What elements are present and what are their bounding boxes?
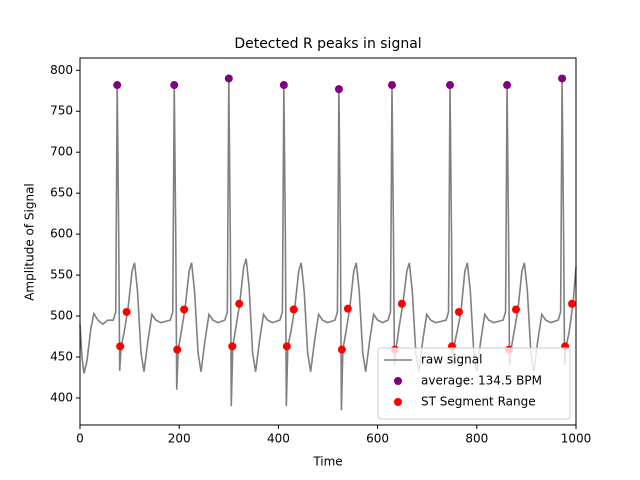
y-tick-label: 450 [50,350,73,364]
chart-title: Detected R peaks in signal [234,36,421,52]
y-tick-label: 500 [50,309,73,323]
x-axis-label: Time [312,455,342,469]
legend-swatch [394,377,402,385]
x-tick-label: 0 [76,432,84,446]
y-tick-label: 600 [50,227,73,241]
scatter-point [235,299,244,308]
scatter-point [116,342,125,351]
scatter-point [511,305,520,314]
x-tick-label: 1000 [561,432,592,446]
legend-box [377,347,571,420]
scatter-point [343,304,352,313]
y-tick-label: 800 [50,63,73,77]
plot-area [79,74,577,411]
scatter-point [180,305,189,314]
y-tick-label: 550 [50,268,73,282]
axes-frame [79,57,577,426]
y-tick-label: 650 [50,186,73,200]
x-tick-label: 400 [267,432,290,446]
scatter-point [454,307,463,316]
signal-line [79,78,577,411]
legend: raw signal average: 134.5 BPM ST Segment R… [377,347,571,420]
scatter-point [503,81,512,90]
legend-label: ST Segment Range [421,395,536,409]
x-tick-label: 200 [168,432,191,446]
scatter-point [228,342,237,351]
scatter-point [279,81,288,90]
y-tick-label: 700 [50,145,73,159]
legend-swatch [394,398,402,406]
scatter-point [170,81,179,90]
x-tick-label: 800 [465,432,488,446]
y-axis-label: Amplitude of Signal [23,183,37,301]
scatter-point [397,299,406,308]
scatter-point [122,307,131,316]
scatter-point [337,345,346,354]
scatter-point [289,305,298,314]
legend-label: raw signal [421,353,482,367]
legend-label: average: 134.5 BPM [421,374,542,388]
x-tick-label: 600 [366,432,389,446]
y-tick-label: 400 [50,390,73,404]
scatter-point [446,81,455,90]
scatter-point [113,81,122,90]
scatter-point [387,81,396,90]
scatter-point [173,345,182,354]
scatter-point [282,342,291,351]
y-tick-label: 750 [50,104,73,118]
scatter-point [334,85,343,94]
scatter-point [224,74,233,83]
scatter-point [568,299,577,308]
scatter-point [558,74,567,83]
